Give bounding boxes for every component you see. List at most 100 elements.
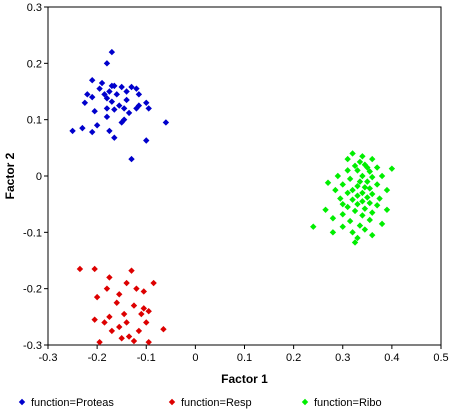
x-tick-label: -0.1 [137, 352, 156, 364]
data-point [120, 116, 128, 123]
data-point [354, 234, 361, 242]
legend-item: function=Resp [168, 397, 252, 409]
data-points [69, 48, 396, 346]
data-point [351, 207, 359, 215]
data-point [123, 96, 130, 104]
data-point [116, 323, 123, 331]
data-point [329, 215, 337, 222]
data-point [150, 279, 157, 287]
data-point [344, 167, 351, 174]
data-point [130, 337, 138, 345]
data-point [310, 223, 317, 230]
y-tick-label: -0.1 [23, 227, 42, 239]
data-point [359, 189, 366, 197]
data-point [133, 85, 140, 92]
data-point [143, 99, 150, 106]
data-point [369, 173, 376, 181]
x-tick-label: 0.3 [335, 352, 350, 364]
data-point [346, 217, 354, 225]
legend-marker [18, 398, 26, 406]
data-point [125, 109, 133, 117]
data-point [128, 155, 135, 163]
data-point [103, 113, 111, 121]
data-point [133, 105, 140, 112]
legend-label: function=Proteas [31, 397, 114, 409]
data-point [120, 105, 128, 112]
x-axis-ticks: -0.3 -0.2 -0.1 0 0.1 0.2 0.3 0.4 0.5 [39, 345, 449, 364]
data-point [101, 319, 108, 326]
y-axis-title: Factor 2 [3, 152, 17, 199]
x-tick-label: 0.1 [237, 352, 252, 364]
data-point [329, 229, 337, 236]
data-point [344, 155, 351, 163]
data-point [351, 162, 359, 170]
data-point [103, 285, 111, 292]
data-point [143, 137, 150, 144]
data-point [354, 192, 361, 199]
data-point [103, 95, 111, 102]
data-point [108, 48, 116, 56]
data-point [98, 79, 106, 87]
data-point [111, 106, 118, 113]
data-point [369, 155, 376, 163]
legend-marker [301, 398, 309, 406]
y-tick-label: -0.3 [23, 340, 42, 352]
data-point [383, 186, 391, 194]
legend-marker [168, 398, 176, 406]
data-point [106, 127, 113, 135]
data-point [133, 285, 140, 292]
data-point [123, 279, 130, 287]
data-point [69, 127, 76, 135]
data-point [123, 88, 130, 95]
data-point [366, 185, 373, 192]
data-point [366, 216, 373, 224]
data-point [378, 220, 386, 228]
data-point [160, 326, 167, 333]
y-axis-ticks: -0.3 -0.2 -0.1 0 0.1 0.2 0.3 [23, 2, 48, 352]
data-point [118, 335, 125, 342]
data-point [337, 195, 344, 202]
data-point [118, 119, 125, 126]
x-tick-label: 0.2 [286, 352, 301, 364]
legend-item: function=Proteas [18, 397, 114, 409]
data-point [91, 316, 98, 323]
data-point [106, 313, 113, 321]
y-tick-label: 0.3 [27, 2, 42, 14]
data-point [378, 172, 386, 180]
data-point [130, 302, 138, 309]
data-point [349, 150, 356, 157]
data-point [366, 168, 373, 175]
data-point [138, 310, 145, 318]
data-point [93, 293, 101, 301]
data-point [116, 291, 123, 298]
data-point [366, 199, 373, 207]
series-1 [76, 265, 167, 346]
data-point [111, 82, 118, 90]
data-point [81, 99, 89, 106]
data-point [344, 189, 351, 197]
data-point [388, 165, 396, 172]
data-point [369, 190, 376, 198]
data-point [123, 319, 130, 326]
data-point [103, 60, 111, 67]
y-tick-label: 0.1 [27, 115, 42, 127]
data-point [359, 172, 366, 180]
data-point [103, 105, 111, 112]
x-tick-label: 0.5 [433, 352, 448, 364]
data-point [135, 91, 143, 98]
data-point [349, 229, 356, 236]
plot-area: -0.3 -0.2 -0.1 0 0.1 0.2 0.3 0.4 0.5 -0.3-0.2-0.… [23, 2, 449, 364]
data-point [128, 267, 135, 274]
data-point [369, 209, 376, 216]
data-point [354, 200, 361, 208]
data-point [128, 83, 135, 91]
data-point [96, 85, 103, 92]
data-point [79, 124, 86, 132]
legend-label: function=Resp [181, 397, 252, 409]
data-point [349, 196, 356, 203]
data-point [120, 310, 128, 318]
data-point [324, 179, 332, 186]
data-point [143, 319, 150, 326]
y-tick-label: 0 [36, 171, 42, 183]
